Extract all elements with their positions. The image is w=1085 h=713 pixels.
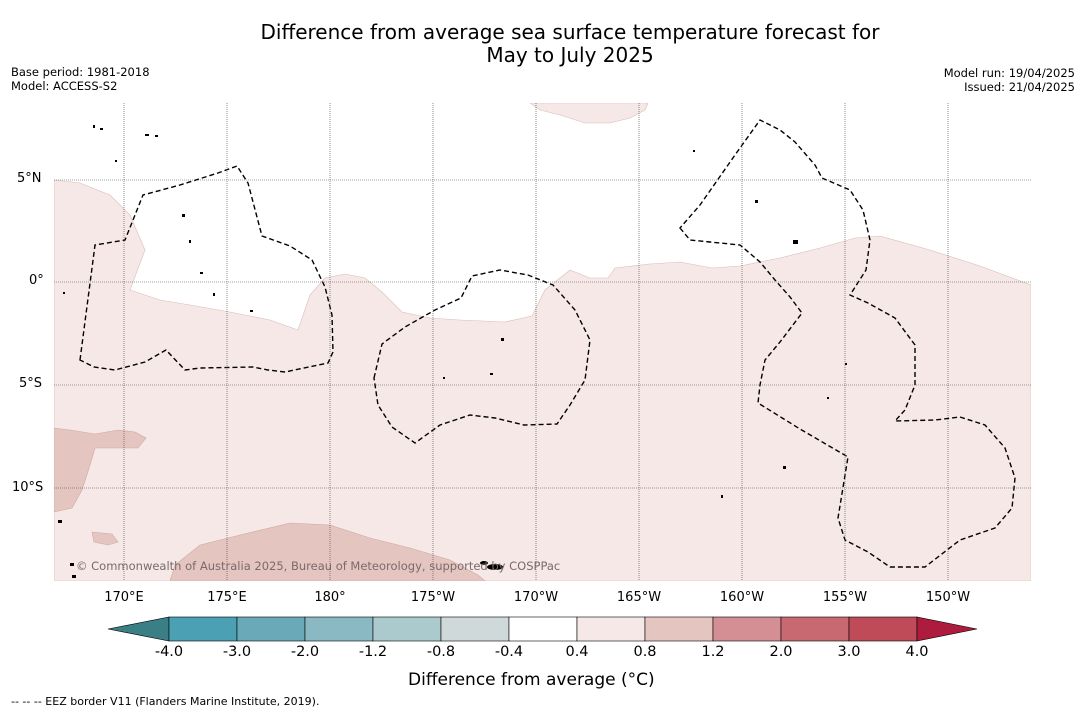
title-line-2: May to July 2025 bbox=[486, 43, 654, 67]
lat-label-0: 0° bbox=[29, 273, 44, 288]
eez-border-central bbox=[373, 269, 591, 444]
lon-label-150w: 150°W bbox=[925, 590, 971, 605]
lon-label-180: 180° bbox=[314, 590, 346, 605]
anomaly-region-west bbox=[54, 427, 147, 513]
colorbar-tick-label: -3.0 bbox=[222, 644, 252, 660]
lon-label-160w: 160°W bbox=[719, 590, 765, 605]
meta-left: Base period: 1981-2018 Model: ACCESS-S2 bbox=[11, 65, 150, 93]
colorbar-tick-label: -1.2 bbox=[358, 644, 388, 660]
title-line-1: Difference from average sea surface temp… bbox=[260, 20, 880, 44]
eez-borders bbox=[79, 119, 1016, 568]
eez-border-west bbox=[79, 165, 334, 373]
lat-label-5s: 5°S bbox=[19, 376, 43, 391]
colorbar-tick-label: 1.2 bbox=[701, 644, 725, 660]
lon-label-170e: 170°E bbox=[104, 590, 144, 605]
colorbar-tick-label: -2.0 bbox=[290, 644, 320, 660]
meta-right: Model run: 19/04/2025 Issued: 21/04/2025 bbox=[944, 66, 1075, 94]
anomaly-patch-north bbox=[529, 103, 649, 124]
lat-label-5n: 5°N bbox=[17, 171, 42, 186]
eez-border-east bbox=[679, 119, 1016, 568]
lon-label-175w: 175°W bbox=[410, 590, 456, 605]
model-name: Model: ACCESS-S2 bbox=[11, 79, 118, 93]
lon-label-155w: 155°W bbox=[822, 590, 868, 605]
base-period: Base period: 1981-2018 bbox=[11, 65, 150, 79]
lon-label-175e: 175°E bbox=[207, 590, 247, 605]
anomaly-region-light bbox=[54, 179, 1031, 581]
lat-label-10s: 10°S bbox=[12, 480, 44, 495]
lon-label-170w: 170°W bbox=[513, 590, 559, 605]
issued-date: Issued: 21/04/2025 bbox=[964, 80, 1075, 94]
map-title: Difference from average sea surface temp… bbox=[0, 21, 1085, 67]
colorbar-tick-label: 4.0 bbox=[905, 644, 929, 660]
gridlines bbox=[54, 103, 1031, 581]
colorbar-tick-label: 0.4 bbox=[565, 644, 589, 660]
colorbar-tick-label: -0.4 bbox=[494, 644, 524, 660]
anomaly-region-south bbox=[169, 522, 486, 581]
colorbar-tick-label: -4.0 bbox=[154, 644, 184, 660]
colorbar-label: Difference from average (°C) bbox=[408, 670, 655, 690]
colorbar-tick-label: 0.8 bbox=[633, 644, 657, 660]
colorbar-tick-label: -0.8 bbox=[426, 644, 456, 660]
lon-label-165w: 165°W bbox=[616, 590, 662, 605]
anomaly-patch-small bbox=[91, 531, 119, 546]
copyright-notice: © Commonwealth of Australia 2025, Bureau… bbox=[76, 559, 561, 573]
colorbar-tick-label: 3.0 bbox=[837, 644, 861, 660]
islands bbox=[58, 125, 847, 578]
colorbar-tick-label: 2.0 bbox=[769, 644, 793, 660]
eez-legend-note: -- -- -- EEZ border V11 (Flanders Marine… bbox=[11, 695, 320, 708]
model-run: Model run: 19/04/2025 bbox=[943, 66, 1075, 80]
